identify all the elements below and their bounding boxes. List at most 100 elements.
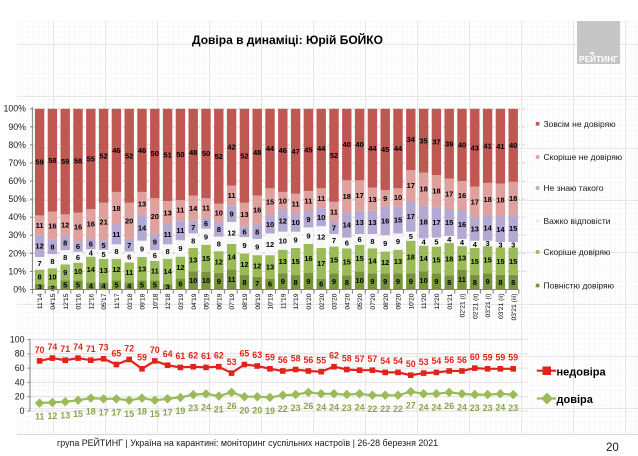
svg-text:9: 9	[153, 238, 157, 247]
svg-text:30%: 30%	[8, 230, 26, 240]
svg-text:54: 54	[380, 356, 390, 366]
svg-text:6: 6	[268, 280, 272, 289]
svg-text:50: 50	[202, 149, 210, 158]
svg-text:04'19: 04'19	[191, 293, 198, 309]
svg-text:59: 59	[508, 353, 518, 363]
svg-text:15: 15	[73, 409, 83, 419]
svg-text:8: 8	[38, 272, 42, 281]
svg-text:13: 13	[458, 253, 466, 262]
svg-text:47: 47	[291, 147, 299, 156]
svg-text:8: 8	[370, 237, 374, 246]
svg-text:11'20: 11'20	[421, 293, 428, 309]
svg-text:17: 17	[407, 181, 415, 190]
svg-text:15: 15	[496, 257, 504, 266]
svg-text:11: 11	[35, 412, 44, 422]
svg-text:42: 42	[227, 143, 235, 152]
svg-text:9: 9	[230, 209, 234, 218]
svg-text:11: 11	[112, 230, 120, 239]
svg-text:12: 12	[253, 262, 261, 271]
svg-text:20: 20	[151, 212, 159, 221]
svg-text:8: 8	[50, 243, 54, 252]
svg-text:03'18: 03'18	[127, 293, 134, 309]
svg-text:52: 52	[215, 152, 223, 161]
svg-text:65: 65	[112, 348, 122, 358]
svg-text:18: 18	[419, 185, 427, 194]
svg-text:59: 59	[483, 353, 493, 363]
svg-text:20: 20	[240, 405, 250, 415]
svg-text:40%: 40%	[8, 212, 26, 222]
svg-text:15: 15	[150, 409, 160, 419]
svg-text:24: 24	[355, 402, 365, 412]
svg-text:6: 6	[204, 219, 208, 228]
svg-text:65: 65	[240, 348, 250, 358]
svg-text:10: 10	[215, 208, 223, 217]
svg-text:53: 53	[419, 357, 429, 367]
svg-text:24: 24	[419, 402, 429, 412]
svg-text:26: 26	[444, 401, 454, 411]
svg-text:22: 22	[278, 404, 288, 414]
svg-text:90%: 90%	[8, 122, 26, 132]
svg-text:9: 9	[409, 277, 413, 286]
svg-text:15: 15	[509, 257, 517, 266]
svg-text:07'19: 07'19	[229, 293, 236, 309]
svg-text:Не знаю такого: Не знаю такого	[544, 183, 604, 193]
svg-text:62: 62	[329, 351, 339, 361]
svg-text:24: 24	[201, 402, 211, 412]
svg-text:23: 23	[188, 403, 198, 413]
svg-text:9: 9	[242, 241, 246, 250]
svg-text:59: 59	[137, 353, 147, 363]
svg-text:8: 8	[345, 278, 349, 287]
svg-text:6: 6	[242, 227, 246, 236]
svg-text:13: 13	[394, 257, 402, 266]
svg-text:15: 15	[330, 256, 338, 265]
svg-text:12: 12	[317, 233, 325, 242]
svg-text:Зовсім не довіряю: Зовсім не довіряю	[544, 119, 617, 129]
svg-text:7: 7	[255, 279, 259, 288]
svg-text:03'21 (ііі): 03'21 (ііі)	[510, 294, 518, 321]
svg-text:7: 7	[191, 223, 195, 232]
svg-text:64: 64	[163, 349, 173, 359]
svg-text:14: 14	[419, 254, 428, 263]
svg-text:58: 58	[342, 353, 352, 363]
svg-text:58: 58	[74, 156, 82, 165]
svg-text:6: 6	[127, 253, 131, 262]
svg-text:6: 6	[319, 280, 323, 289]
svg-text:60%: 60%	[8, 176, 26, 186]
svg-text:22: 22	[380, 404, 390, 414]
svg-text:24: 24	[496, 402, 506, 412]
svg-text:8: 8	[217, 239, 221, 248]
svg-text:4: 4	[127, 281, 132, 290]
svg-text:17: 17	[445, 189, 453, 198]
svg-text:52: 52	[99, 151, 107, 160]
svg-text:11: 11	[151, 266, 159, 275]
svg-text:16: 16	[253, 206, 261, 215]
svg-text:10: 10	[48, 273, 56, 282]
svg-text:26: 26	[227, 401, 237, 411]
svg-text:11: 11	[317, 194, 325, 203]
svg-text:11: 11	[164, 230, 172, 239]
svg-text:13: 13	[266, 263, 274, 272]
svg-text:11: 11	[176, 226, 184, 235]
svg-text:56: 56	[457, 355, 467, 365]
svg-text:24: 24	[457, 402, 467, 412]
svg-text:18: 18	[86, 407, 96, 417]
svg-text:11: 11	[36, 221, 44, 230]
svg-text:Важко відповісти: Важко відповісти	[544, 216, 611, 226]
svg-text:10: 10	[355, 276, 363, 285]
svg-text:10: 10	[189, 276, 197, 285]
svg-text:14: 14	[163, 267, 172, 276]
svg-text:13: 13	[471, 225, 479, 234]
svg-text:71: 71	[86, 344, 96, 354]
svg-text:09'20: 09'20	[396, 293, 403, 309]
svg-text:15: 15	[483, 255, 491, 264]
svg-text:10'20: 10'20	[408, 293, 415, 309]
svg-text:3: 3	[38, 282, 42, 291]
svg-text:71: 71	[60, 344, 70, 354]
svg-text:15: 15	[124, 409, 134, 419]
svg-text:57: 57	[368, 354, 378, 364]
svg-text:05'17: 05'17	[101, 293, 108, 309]
svg-text:72: 72	[124, 343, 134, 353]
svg-text:21: 21	[214, 405, 224, 415]
svg-text:9: 9	[486, 277, 490, 286]
svg-text:5: 5	[434, 238, 438, 247]
